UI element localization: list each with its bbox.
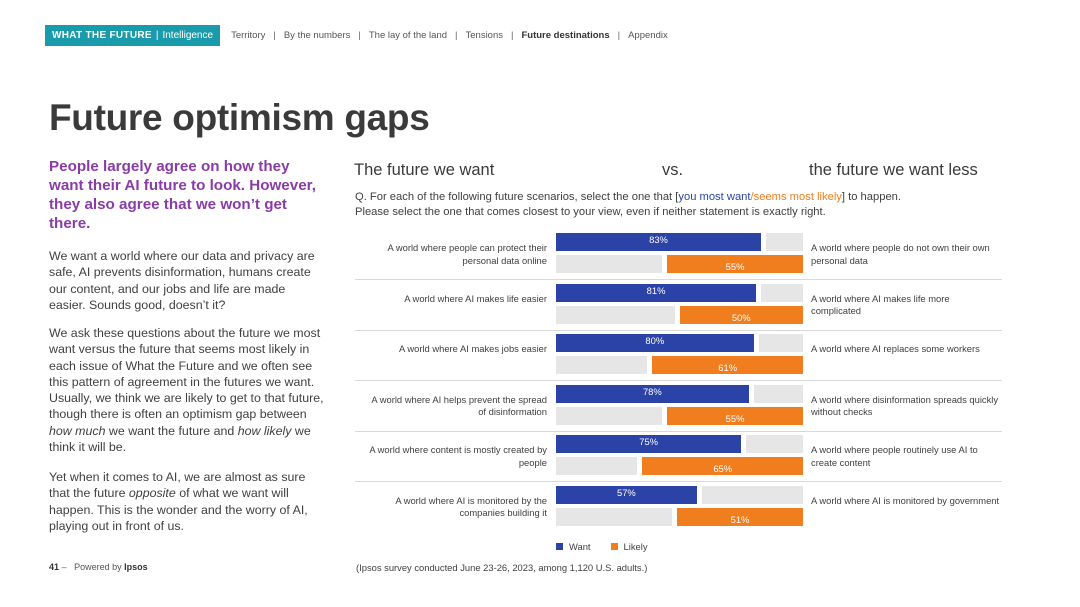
scenario-want-label: A world where content is mostly created … — [369, 444, 547, 468]
likely-remainder-bar — [556, 356, 648, 374]
likely-bar: 65% — [642, 457, 803, 475]
top-navigation: WHAT THE FUTURE | Intelligence Territory… — [45, 25, 668, 46]
legend-label: Likely — [623, 541, 648, 552]
want-remainder-bar — [766, 233, 803, 251]
want-bar: 57% — [556, 485, 697, 504]
lede-text: People largely agree on how they want th… — [49, 158, 316, 232]
likely-remainder-bar — [556, 255, 663, 273]
scenario-want-label: A world where AI helps prevent the sprea… — [371, 393, 547, 418]
nav-item-future-destinations[interactable]: Future destinations — [521, 30, 610, 41]
likely-remainder-bar — [556, 457, 638, 475]
row-divider — [355, 279, 1002, 280]
source-note: (Ipsos survey conducted June 23-26, 2023… — [356, 562, 648, 573]
likely-bar: 61% — [652, 356, 803, 374]
scenario-want-label: A world where people can protect their p… — [387, 242, 547, 266]
nav-item-appendix[interactable]: Appendix — [628, 30, 668, 41]
chart-heading-want-less: the future we want less — [809, 161, 978, 179]
likely-bar: 55% — [667, 406, 803, 425]
want-remainder-bar — [753, 384, 803, 403]
likely-remainder-bar — [556, 305, 675, 324]
chart-heading-vs: vs. — [662, 161, 684, 179]
page-number: 41 — [49, 562, 60, 572]
footer-dash: – — [61, 562, 67, 572]
nav-separator: | — [511, 30, 514, 41]
legend-swatch — [556, 543, 563, 550]
legend-label: Want — [569, 541, 591, 552]
want-remainder-bar — [746, 435, 803, 453]
likely-remainder-bar — [556, 406, 663, 425]
brand-name: WHAT THE FUTURE — [52, 30, 152, 41]
nav-item-the-lay-of-the-land[interactable]: The lay of the land — [368, 30, 448, 41]
section-nav: Territory | By the numbers | The lay of the … — [231, 30, 668, 41]
page-footer: 41 – Powered by Ipsos — [49, 562, 148, 572]
body-paragraph-2: We ask these questions about the future … — [49, 326, 324, 455]
want-bar: 80% — [556, 334, 754, 352]
nav-separator: | — [455, 30, 458, 41]
survey-question: Q. For each of the following future scen… — [355, 191, 902, 218]
want-bar: 78% — [556, 384, 749, 403]
nav-separator: | — [273, 30, 276, 41]
want-remainder-bar — [758, 334, 803, 352]
row-divider — [355, 481, 1002, 482]
scenario-want-label: A world where AI makes life easier — [404, 292, 547, 304]
nav-item-territory[interactable]: Territory — [231, 30, 266, 41]
scenario-alternative-label: A world where people routinely use AI to… — [811, 444, 978, 468]
brand-logo[interactable]: WHAT THE FUTURE | Intelligence — [45, 25, 221, 46]
chart-legend: Want Likely — [556, 541, 668, 552]
want-bar: 83% — [556, 233, 761, 251]
scenario-alternative-label: A world where AI is monitored by governm… — [811, 494, 1000, 506]
legend-item-likely: Likely — [610, 541, 648, 552]
legend-item-want: Want — [556, 541, 591, 552]
scenario-want-label: A world where AI is monitored by the com… — [395, 494, 547, 519]
row-divider — [355, 430, 1002, 432]
scenario-want-label: A world where AI makes jobs easier — [399, 343, 547, 354]
legend-swatch — [610, 543, 618, 550]
likely-bar: 51% — [677, 507, 803, 526]
brand-separator: | — [155, 30, 159, 41]
body-paragraph-1: We want a world where our data and priva… — [49, 249, 315, 312]
footer-company: Ipsos — [124, 562, 148, 572]
want-bar: 75% — [556, 435, 742, 453]
nav-item-tensions[interactable]: Tensions — [465, 30, 504, 41]
want-bar: 81% — [556, 283, 757, 302]
want-remainder-bar — [701, 485, 803, 504]
body-paragraph-3: Yet when it comes to AI, we are almost a… — [49, 470, 308, 533]
likely-bar: 55% — [667, 255, 803, 273]
row-divider — [355, 329, 1002, 331]
scenario-alternative-label: A world where disinformation spreads qui… — [811, 393, 999, 418]
nav-separator: | — [358, 30, 361, 41]
scenario-alternative-label: A world where AI makes life more complic… — [811, 292, 950, 317]
likely-bar: 50% — [679, 305, 803, 324]
row-divider — [355, 380, 1002, 381]
scenario-alternative-label: A world where people do not own their ow… — [811, 242, 990, 266]
nav-separator: | — [617, 30, 621, 41]
brand-sub: Intelligence — [162, 30, 214, 41]
scenario-alternative-label: A world where AI replaces some workers — [811, 343, 980, 354]
want-remainder-bar — [761, 283, 803, 302]
footer-powered: Powered by — [74, 562, 122, 572]
chart-heading-want: The future we want — [354, 161, 495, 179]
page-title: Future optimism gaps — [49, 97, 430, 138]
likely-remainder-bar — [556, 507, 673, 526]
nav-item-by-the-numbers[interactable]: By the numbers — [283, 30, 351, 41]
